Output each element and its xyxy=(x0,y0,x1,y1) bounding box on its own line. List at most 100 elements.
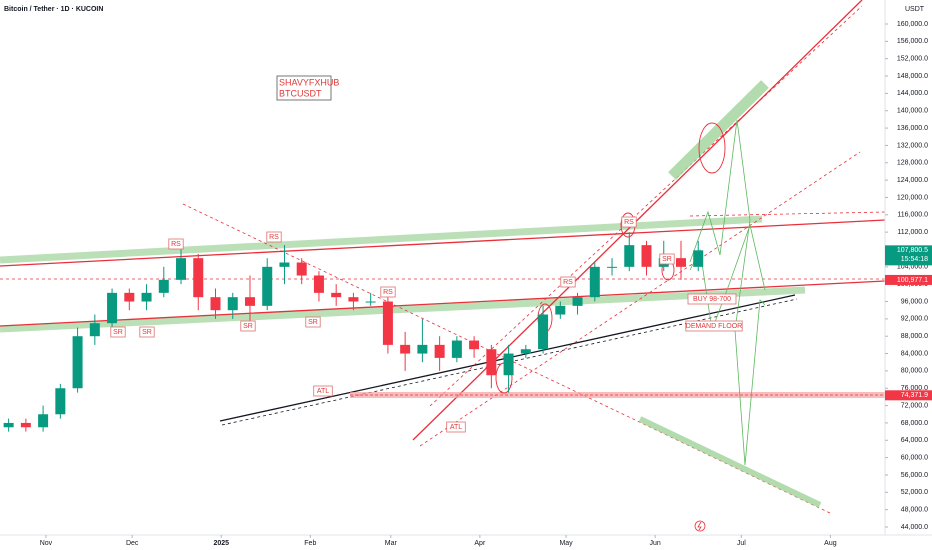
candle-body xyxy=(55,388,66,415)
candle-body xyxy=(176,258,187,280)
green-band xyxy=(638,416,822,508)
annotation: SR xyxy=(662,256,672,263)
trend-line xyxy=(0,219,885,267)
candle-body xyxy=(365,301,376,303)
candle-body xyxy=(20,422,31,428)
annotation: SR xyxy=(142,329,152,336)
price-tag-label: 107,800.5 xyxy=(897,247,928,254)
y-tick-label: 104,000.0 xyxy=(897,264,928,271)
y-tick-label: 64,000.0 xyxy=(901,437,928,444)
y-tick-label: 140,000.0 xyxy=(897,108,928,115)
candles xyxy=(3,232,704,432)
x-tick-label: Jul xyxy=(737,540,746,547)
y-tick-label: 156,000.0 xyxy=(897,38,928,45)
candle-body xyxy=(193,258,204,298)
x-tick-label: Feb xyxy=(304,540,316,547)
annotation: SR xyxy=(243,323,253,330)
y-tick-label: 144,000.0 xyxy=(897,90,928,97)
y-tick-label: 148,000.0 xyxy=(897,73,928,80)
y-tick-label: 52,000.0 xyxy=(901,489,928,496)
annotation: RS xyxy=(383,289,393,296)
price-tag xyxy=(885,245,932,266)
chart-title: Bitcoin / Tether · 1D · KUCOIN xyxy=(4,6,103,13)
y-tick-label: 132,000.0 xyxy=(897,142,928,149)
annotation: ATL xyxy=(450,424,462,431)
candle-body xyxy=(331,292,342,298)
y-tick-label: 96,000.0 xyxy=(901,298,928,305)
x-tick-label: Jun xyxy=(649,540,660,547)
y-tick-label: 56,000.0 xyxy=(901,472,928,479)
candle-body xyxy=(89,323,100,337)
x-tick-label: Mar xyxy=(385,540,398,547)
annotation-box xyxy=(621,216,637,228)
candle-body xyxy=(417,344,428,354)
candle-body xyxy=(107,292,118,324)
candle-body xyxy=(434,344,445,358)
y-tick-label: 116,000.0 xyxy=(897,212,928,219)
candle-body xyxy=(141,292,152,302)
x-tick-label: 2025 xyxy=(213,540,229,547)
candle-body xyxy=(451,340,462,358)
annotation-box xyxy=(168,238,184,250)
y-tick-label: 44,000.0 xyxy=(901,524,928,531)
y-tick-label: 112,000.0 xyxy=(897,229,928,236)
icon xyxy=(697,521,702,531)
price-tag xyxy=(885,390,932,401)
dashed-line xyxy=(429,5,863,407)
y-tick-label: 152,000.0 xyxy=(897,56,928,63)
candle-body xyxy=(624,245,635,267)
candle-body xyxy=(641,245,652,267)
price-tag-label: 100,977.1 xyxy=(897,277,928,284)
candle-body xyxy=(3,422,14,428)
label-box xyxy=(276,75,332,101)
candle-body xyxy=(382,301,393,345)
y-tick-label: 72,000.0 xyxy=(901,402,928,409)
candle-body xyxy=(227,297,238,311)
y-tick-label: 128,000.0 xyxy=(897,160,928,167)
candle-body xyxy=(210,297,221,311)
annotation-box xyxy=(560,276,576,288)
candle-body xyxy=(520,349,531,354)
annotation: SHAVYFXHUB xyxy=(279,77,339,87)
y-tick-label: 76,000.0 xyxy=(901,385,928,392)
candle-body xyxy=(555,305,566,315)
candle-body xyxy=(262,266,273,306)
x-tick-label: Dec xyxy=(126,540,139,547)
y-tick-label: 92,000.0 xyxy=(901,316,928,323)
y-tick-label: 84,000.0 xyxy=(901,350,928,357)
annotation-box xyxy=(240,320,256,332)
candle-body xyxy=(607,266,618,268)
annotation-box xyxy=(685,320,743,332)
y-tick-label: 60,000.0 xyxy=(901,454,928,461)
y-tick-label: 124,000.0 xyxy=(897,177,928,184)
annotation: BUY 98-700 xyxy=(693,296,731,303)
candle-body xyxy=(675,258,686,267)
x-tick-label: Apr xyxy=(474,540,486,547)
x-tick-label: May xyxy=(559,540,573,547)
ellipse xyxy=(698,122,726,174)
annotation-box xyxy=(110,326,126,338)
x-tick-label: Aug xyxy=(824,540,837,547)
green-band xyxy=(0,286,806,333)
annotation-box xyxy=(380,286,396,298)
y-tick-label: 160,000.0 xyxy=(897,21,928,28)
x-tick-label: Nov xyxy=(40,540,53,547)
trend-line xyxy=(0,280,885,327)
y-tick-label: 88,000.0 xyxy=(901,333,928,340)
dashed-line xyxy=(419,151,861,447)
annotation-box xyxy=(313,385,333,397)
candle-body xyxy=(589,266,600,298)
candle-body xyxy=(348,297,359,302)
drawings xyxy=(0,0,885,515)
annotation: RS xyxy=(269,234,279,241)
candle-body xyxy=(572,297,583,306)
dashed-line xyxy=(689,211,885,217)
candle-body xyxy=(72,336,83,389)
candle-body xyxy=(313,275,324,293)
annotation: RS xyxy=(563,279,573,286)
annotations: SHAVYFXHUB BTCUSDT RS RS RS RS RS SR SR SR SR SR A… xyxy=(110,75,743,433)
annotation: RS xyxy=(171,241,181,248)
candle-body xyxy=(400,344,411,354)
annotation-box xyxy=(305,316,321,328)
countdown: 15:54:18 xyxy=(901,256,928,263)
